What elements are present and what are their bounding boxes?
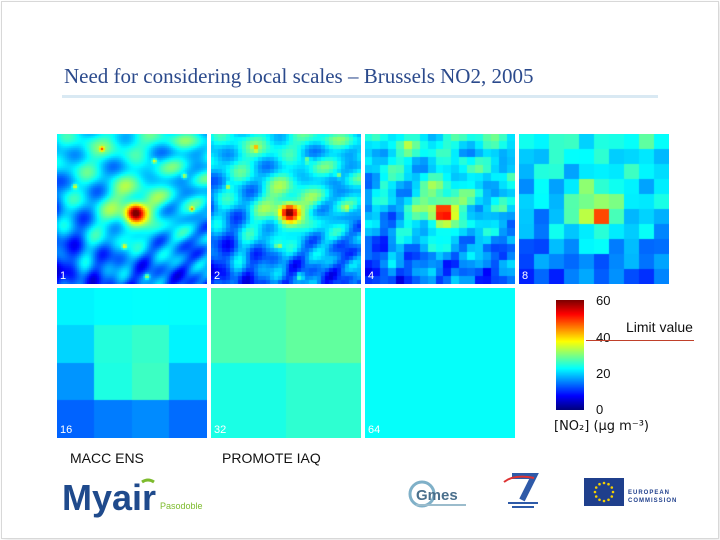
colorbar-tick-0: 0 [596,402,604,417]
eu-star [602,499,606,503]
eu-star [607,498,610,502]
map-panel-16km: 16 [57,288,207,438]
eu-stars [593,481,615,503]
eu-star [602,481,606,485]
caption-macc-ens: MACC ENS [70,450,144,466]
gmes-logo: Gmes [408,480,466,508]
fp7-logo [503,473,539,508]
eu-star [611,490,615,494]
map-panel-8km: 8 [519,134,669,284]
panel-label: 1 [60,270,67,282]
svg-text:Gmes: Gmes [416,487,458,504]
panel-label: 16 [60,424,73,436]
panel-label: 64 [368,424,381,436]
myair-logo: Myair Pasodoble [62,478,203,518]
eu-star [598,482,601,486]
map-panel-1km: 1 [57,134,207,284]
colorbar [556,300,584,410]
panel-label: 32 [214,424,227,436]
map-canvas-4km [365,134,515,284]
eu-star [594,495,598,498]
title-underline [62,95,658,98]
map-panel-2km: 2 [211,134,361,284]
eu-star [593,490,597,494]
map-panel-64km: 64 [365,288,515,438]
myair-logo-text: Myair [62,478,156,518]
eu-star [598,498,601,502]
panel-label: 2 [214,270,221,282]
panel-label: 8 [522,270,529,282]
eu-flag-icon [584,478,624,506]
eu-star [594,486,598,489]
limit-value-line [586,340,694,341]
map-canvas-1km [57,134,207,284]
myair-logo-sub: Pasodoble [160,501,203,511]
map-canvas-32km [211,288,361,438]
eu-commission-text: EUROPEAN COMMISSION [628,489,677,505]
map-panel-32km: 32 [211,288,361,438]
limit-value-label: Limit value [626,319,693,335]
panel-label: 4 [368,270,375,282]
colorbar-tick-60: 60 [596,293,611,308]
eu-star [610,486,614,489]
colorbar-tick-40: 40 [596,330,611,345]
map-canvas-8km [519,134,669,284]
colorbar-unit: [NO₂] (µg m⁻³) [554,419,649,434]
map-canvas-2km [211,134,361,284]
eu-star [607,482,610,486]
caption-promote-iaq: PROMOTE IAQ [222,450,321,466]
map-panel-4km: 4 [365,134,515,284]
slide-title: Need for considering local scales – Brus… [64,64,534,88]
eu-star [610,495,614,498]
colorbar-tick-20: 20 [596,366,611,381]
eu-text-line1: EUROPEAN [628,490,671,496]
eu-text-line2: COMMISSION [628,498,678,504]
map-canvas-64km [365,288,515,438]
map-canvas-16km [57,288,207,438]
